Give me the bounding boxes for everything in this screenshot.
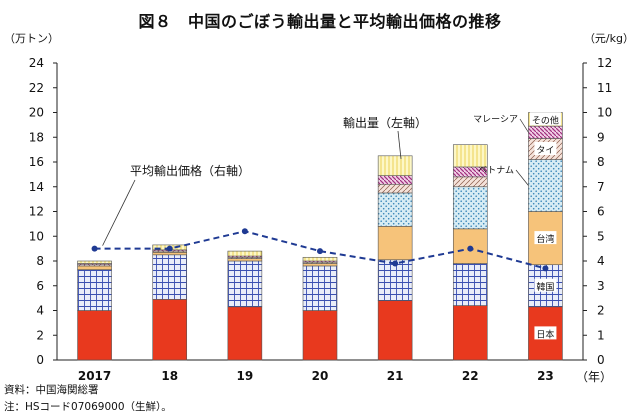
bar-segment xyxy=(452,144,488,168)
segment-label-bg xyxy=(529,112,561,126)
segment-label-bg xyxy=(534,326,557,340)
bar-segment xyxy=(377,155,413,176)
x-axis-suffix: （年） xyxy=(576,370,612,384)
y-right-tick-label: 6 xyxy=(597,205,605,219)
y-left-tick-label: 10 xyxy=(29,229,44,243)
axes: 0246810121416182022240123456789101112201… xyxy=(29,56,613,383)
bar-segment xyxy=(227,306,263,361)
bars-annotation: 輸出量（左軸） xyxy=(343,115,427,130)
x-tick-label: 22 xyxy=(462,369,479,383)
bar-segment xyxy=(227,260,263,308)
bar-segment xyxy=(152,252,188,256)
bar-segment xyxy=(377,192,413,227)
segment-label: その他 xyxy=(532,114,559,126)
segment-leader xyxy=(519,118,529,133)
segment-label-bg xyxy=(534,231,557,245)
segment-label: 韓国 xyxy=(536,282,554,293)
price-point xyxy=(91,245,98,252)
y-left-tick-label: 18 xyxy=(29,130,44,144)
bar-segment xyxy=(452,305,488,361)
annotations: 輸出量（左軸） 平均輸出価格（右軸） xyxy=(102,115,427,246)
y-left-tick-label: 24 xyxy=(29,56,44,70)
price-point xyxy=(542,265,549,272)
x-tick-label: 18 xyxy=(161,369,178,383)
segment-label: 台湾 xyxy=(536,233,554,245)
x-tick-label: 21 xyxy=(387,369,404,383)
segment-leader xyxy=(515,169,529,186)
bar-segment xyxy=(302,263,338,267)
bar-segment xyxy=(77,310,112,361)
note-line: 注：HSコード07069000（生鮮）。 xyxy=(4,401,172,413)
bars xyxy=(77,112,563,361)
y-right-tick-label: 3 xyxy=(597,279,605,293)
y-left-tick-label: 20 xyxy=(29,106,44,120)
y-right-tick-label: 4 xyxy=(597,254,605,268)
bar-segment xyxy=(152,254,188,300)
x-tick-label: 23 xyxy=(537,369,554,383)
y-left-tick-label: 16 xyxy=(29,155,44,169)
bar-segment xyxy=(452,186,488,230)
y-right-tick-label: 1 xyxy=(597,328,605,342)
bar-segment xyxy=(528,125,563,139)
bar-segment xyxy=(377,175,413,185)
x-tick-label: 19 xyxy=(237,369,254,383)
price-point xyxy=(317,248,323,255)
right-axis-unit: （元/kg） xyxy=(584,32,634,45)
bar-segment xyxy=(302,265,338,311)
segment-label: ベトナム xyxy=(478,165,514,176)
chart-title: 図８ 中国のごぼう輸出量と平均輸出価格の推移 xyxy=(138,12,502,31)
segment-label-bg xyxy=(534,142,557,156)
y-left-tick-label: 6 xyxy=(36,279,44,293)
bar-segment xyxy=(77,269,112,311)
y-left-tick-label: 2 xyxy=(36,328,44,342)
y-right-tick-label: 12 xyxy=(597,56,612,70)
segment-label: タイ xyxy=(536,145,554,156)
bar-segment xyxy=(227,250,263,257)
y-left-tick-label: 14 xyxy=(29,180,44,194)
bar-segment xyxy=(152,299,188,361)
line-annotation-leader xyxy=(102,179,136,246)
bar-segment xyxy=(377,226,413,261)
source-line: 資料：中国海関総署 xyxy=(4,384,99,396)
price-point xyxy=(392,260,399,267)
price-point xyxy=(166,245,173,252)
bar-segment xyxy=(452,176,488,188)
y-right-tick-label: 5 xyxy=(597,229,605,243)
bar-segment xyxy=(77,260,112,264)
y-right-tick-label: 11 xyxy=(597,81,612,95)
price-point xyxy=(467,245,474,252)
bar-segment xyxy=(452,263,488,306)
bar-segment xyxy=(302,310,338,361)
price-point xyxy=(241,228,248,235)
bar-segment xyxy=(227,258,263,262)
bar-segment xyxy=(377,183,413,194)
y-left-tick-label: 4 xyxy=(36,304,44,318)
line-annotation: 平均輸出価格（右軸） xyxy=(130,163,250,178)
y-right-tick-label: 2 xyxy=(597,304,605,318)
segment-label: マレーシア xyxy=(473,115,518,125)
y-left-tick-label: 12 xyxy=(29,205,44,219)
bar-segment xyxy=(377,300,413,361)
y-left-tick-label: 0 xyxy=(36,353,44,367)
y-right-tick-label: 7 xyxy=(597,180,605,194)
y-right-tick-label: 10 xyxy=(597,106,612,120)
segment-label: 日本 xyxy=(536,328,554,340)
bar-segment xyxy=(377,259,413,301)
y-right-tick-label: 8 xyxy=(597,155,605,169)
y-right-tick-label: 0 xyxy=(597,353,605,367)
segment-label-bg xyxy=(534,278,557,292)
x-tick-label: 2017 xyxy=(78,369,111,383)
x-tick-label: 20 xyxy=(312,369,329,383)
price-line xyxy=(91,228,549,272)
y-left-tick-label: 22 xyxy=(29,81,44,95)
y-left-tick-label: 8 xyxy=(36,254,44,268)
left-axis-unit: （万トン） xyxy=(4,32,59,45)
bar-segment xyxy=(77,265,112,270)
bars-annotation-leader xyxy=(397,130,402,160)
bar-segment xyxy=(528,159,563,212)
y-right-tick-label: 9 xyxy=(597,130,605,144)
bar-segment xyxy=(302,256,338,262)
